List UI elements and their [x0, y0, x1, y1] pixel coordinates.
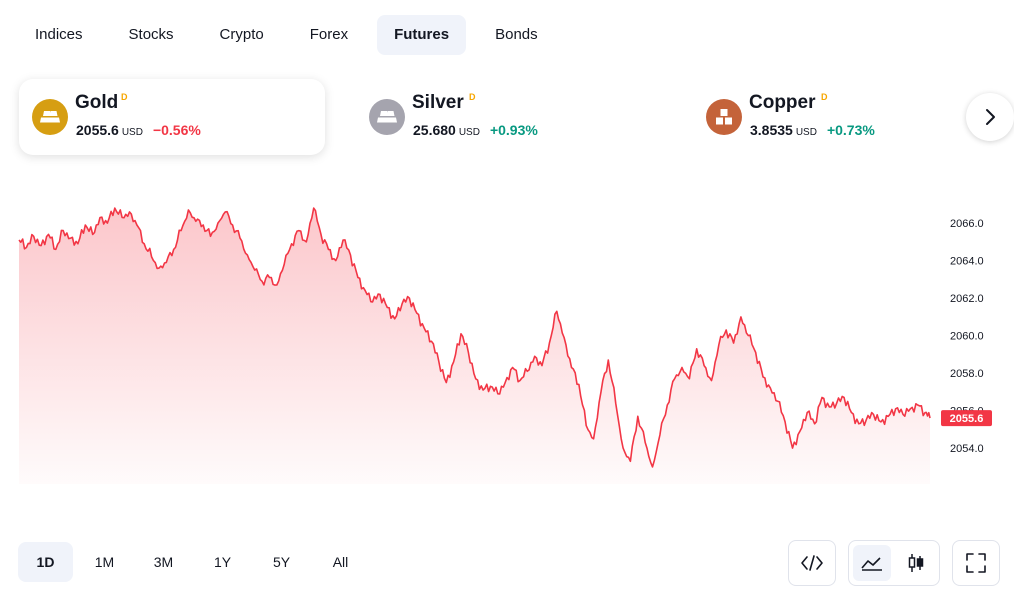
current-price-label: 2055.6 — [950, 413, 984, 425]
price-change: +0.73% — [826, 122, 875, 138]
fullscreen-button[interactable] — [952, 540, 1000, 586]
silver-bars-icon — [369, 99, 405, 135]
range-1y[interactable]: 1Y — [213, 554, 232, 570]
price-series-line — [18, 207, 931, 468]
code-embed-icon — [801, 555, 823, 571]
fullscreen-icon — [966, 553, 986, 573]
tab-crypto[interactable]: Crypto — [219, 26, 264, 43]
currency-label: USD — [795, 127, 817, 138]
candlestick-icon — [908, 554, 924, 572]
y-tick-label: 2062.0 — [950, 293, 984, 305]
embed-button[interactable] — [788, 540, 836, 586]
y-tick-label: 2066.0 — [950, 218, 984, 230]
tab-stocks[interactable]: Stocks — [128, 26, 174, 43]
tab-forex[interactable]: Forex — [309, 26, 349, 43]
symbol-price: 3.8535 — [750, 122, 793, 138]
symbol-name: Copper — [749, 92, 816, 113]
price-row: 2055.6 USD −0.56% — [76, 122, 201, 138]
range-3m[interactable]: 3M — [153, 554, 174, 570]
chevron-right-icon — [986, 109, 995, 125]
range-1m[interactable]: 1M — [94, 554, 115, 570]
range-selector: 1D 1M 3M 1Y 5Y All — [18, 542, 372, 582]
price-area-fill — [19, 208, 930, 484]
data-badge: D — [121, 92, 128, 102]
price-change: +0.93% — [489, 122, 538, 138]
tab-futures[interactable]: Futures — [377, 15, 467, 55]
currency-label: USD — [121, 127, 143, 138]
symbol-name: Silver — [412, 92, 464, 113]
market-tabs: Indices Stocks Crypto Forex Futures Bond… — [18, 15, 567, 55]
data-badge: D — [821, 92, 828, 102]
chart-style-group — [848, 540, 940, 586]
price-change: −0.56% — [152, 122, 201, 138]
next-symbols-button[interactable] — [966, 93, 1014, 141]
y-tick-label: 2054.0 — [950, 443, 984, 455]
range-all[interactable]: All — [332, 554, 349, 570]
symbol-card-copper[interactable]: Copper D 3.8535 USD +0.73% — [693, 79, 999, 155]
candlestick-style-button[interactable] — [897, 545, 935, 581]
copper-bars-icon — [706, 99, 742, 135]
price-chart[interactable]: 2066.02064.02062.02060.02058.02056.02054… — [0, 180, 1014, 510]
range-5y[interactable]: 5Y — [272, 554, 291, 570]
price-row: 3.8535 USD +0.73% — [750, 122, 875, 138]
y-tick-label: 2064.0 — [950, 256, 984, 268]
y-tick-label: 2058.0 — [950, 368, 984, 380]
gold-bars-icon — [32, 99, 68, 135]
symbol-card-silver[interactable]: Silver D 25.680 USD +0.93% — [356, 79, 662, 155]
symbol-price: 2055.6 — [76, 122, 119, 138]
y-tick-label: 2060.0 — [950, 331, 984, 343]
currency-label: USD — [458, 127, 480, 138]
tab-indices[interactable]: Indices — [35, 26, 83, 43]
tab-bonds[interactable]: Bonds — [495, 26, 538, 43]
data-badge: D — [469, 92, 476, 102]
symbol-card-gold[interactable]: Gold D 2055.6 USD −0.56% — [19, 79, 325, 155]
range-1d[interactable]: 1D — [18, 542, 73, 582]
symbol-price: 25.680 — [413, 122, 456, 138]
area-style-button[interactable] — [853, 545, 891, 581]
area-chart-icon — [861, 557, 882, 571]
current-price-tag — [941, 410, 992, 427]
price-row: 25.680 USD +0.93% — [413, 122, 538, 138]
symbol-name: Gold — [75, 92, 119, 113]
